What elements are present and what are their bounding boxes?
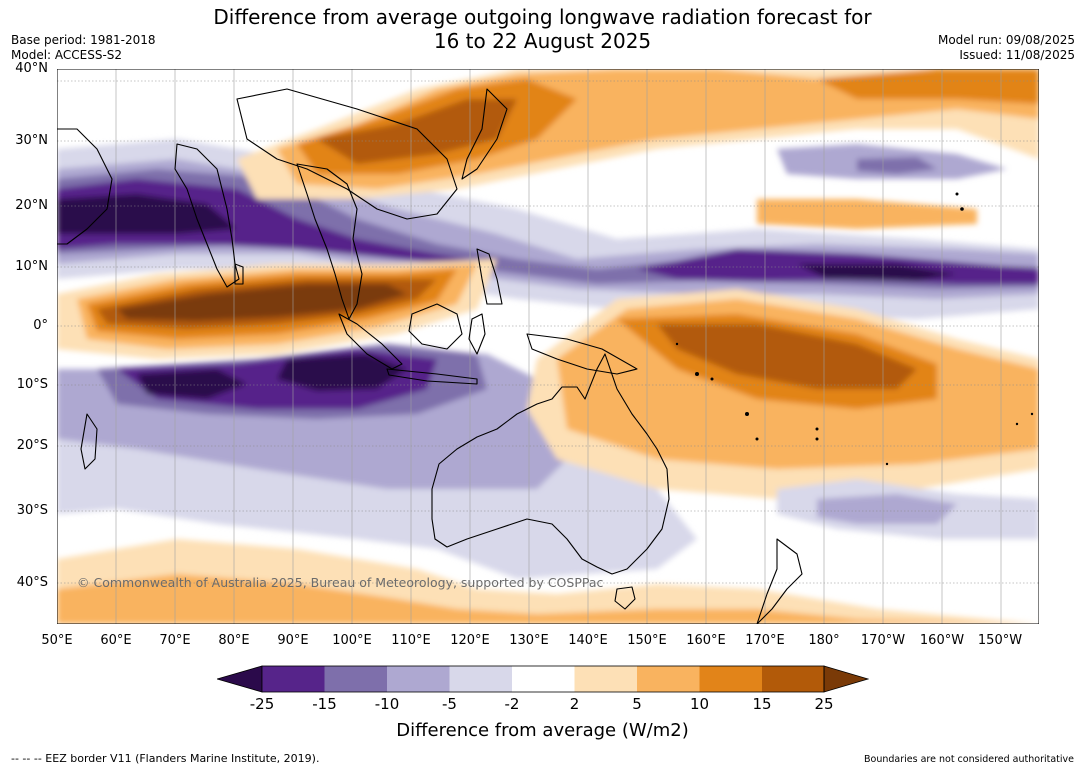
lon-label: 110°E <box>391 633 431 648</box>
australia-coast <box>431 353 670 575</box>
lon-label: 120°E <box>450 633 490 648</box>
lat-label: 40°N <box>15 61 48 76</box>
graticule <box>57 80 1039 624</box>
lon-label: 150°E <box>627 633 667 648</box>
colorbar-tick: -2 <box>504 695 520 713</box>
anomaly-field-negative <box>57 69 1039 624</box>
colorbar-frame <box>261 665 825 693</box>
pacific-islands <box>675 192 1034 466</box>
arabia-coast <box>57 128 113 245</box>
lat-label: 20°N <box>15 198 48 213</box>
lon-label: 100°E <box>332 633 372 648</box>
lon-label: 140°E <box>568 633 608 648</box>
lon-label: 80°E <box>218 633 250 648</box>
lat-label: 20°S <box>16 438 48 453</box>
colorbar-bin <box>574 666 637 692</box>
model-name: Model: ACCESS-S2 <box>11 48 123 62</box>
olr-anomaly-map <box>57 69 1039 624</box>
colorbar-tick: 5 <box>632 695 642 713</box>
lat-label: 30°S <box>16 503 48 518</box>
new-zealand-coast <box>756 538 803 624</box>
lon-label: 130°E <box>509 633 549 648</box>
lon-label: 90°E <box>277 633 309 648</box>
japan-coast <box>461 88 508 180</box>
colorbar-tick: 15 <box>752 695 772 713</box>
colorbar-bin <box>262 666 325 692</box>
india-coast <box>174 143 240 288</box>
map-title-line1: Difference from average outgoing longwav… <box>213 5 872 29</box>
lon-label: 150°W <box>977 633 1023 648</box>
base-period: Base period: 1981-2018 <box>11 33 156 47</box>
tasmania-coast <box>614 586 636 610</box>
eez-note: -- -- -- EEZ border V11 (Flanders Marine… <box>11 752 320 765</box>
borneo-coast <box>408 303 463 350</box>
sri-lanka-coast <box>234 263 244 285</box>
madagascar-coast <box>80 413 98 470</box>
lat-label: 40°S <box>16 575 48 590</box>
colorbar-bin <box>762 666 824 692</box>
colorbar-tick: 2 <box>569 695 580 713</box>
lon-label: 50°E <box>41 633 73 648</box>
coastlines <box>57 88 803 624</box>
colorbar-tick: 10 <box>689 695 710 713</box>
lat-label: 0° <box>33 318 48 333</box>
colorbar-bin <box>699 666 762 692</box>
boundary-disclaimer: Boundaries are not considered authoritat… <box>864 754 1074 765</box>
colorbar-bin <box>449 666 512 692</box>
colorbar-tick: -5 <box>442 695 457 713</box>
lon-label: 160°E <box>686 633 726 648</box>
colorbar-extend-low <box>217 665 263 693</box>
colorbar-tick: -10 <box>374 695 400 713</box>
copyright-notice: © Commonwealth of Australia 2025, Bureau… <box>77 575 604 590</box>
lat-label: 10°S <box>16 377 48 392</box>
colorbar-bin <box>637 666 700 692</box>
lon-label: 170°W <box>860 633 906 648</box>
colorbar-extend-high <box>823 665 869 693</box>
sumatra-coast <box>338 313 403 370</box>
map-title-line2: 16 to 22 August 2025 <box>433 29 652 53</box>
colorbar-tick: -25 <box>249 695 275 713</box>
lat-label: 10°N <box>15 259 48 274</box>
colorbar <box>217 665 869 693</box>
china-coast <box>236 88 458 220</box>
lon-label: 170°E <box>745 633 785 648</box>
lon-label: 180° <box>808 633 840 648</box>
sulawesi-coast <box>468 313 486 355</box>
issued-date: Issued: 11/08/2025 <box>959 48 1075 62</box>
lon-label: 160°W <box>919 633 965 648</box>
colorbar-bin <box>324 666 387 692</box>
colorbar-tick: -15 <box>312 695 337 713</box>
meridians <box>57 69 1002 624</box>
model-run: Model run: 09/08/2025 <box>937 33 1075 47</box>
lon-label: 60°E <box>100 633 132 648</box>
colorbar-bin <box>387 666 450 692</box>
java-coast <box>386 368 478 385</box>
colorbar-label: Difference from average (W/m2) <box>396 720 689 741</box>
colorbar-bin <box>512 666 575 692</box>
indochina-coast <box>296 163 363 320</box>
colorbar-tick: 25 <box>814 695 834 713</box>
new-guinea-coast <box>526 333 638 375</box>
lat-label: 30°N <box>15 133 48 148</box>
lon-label: 70°E <box>159 633 191 648</box>
philippines-coast <box>476 248 503 305</box>
